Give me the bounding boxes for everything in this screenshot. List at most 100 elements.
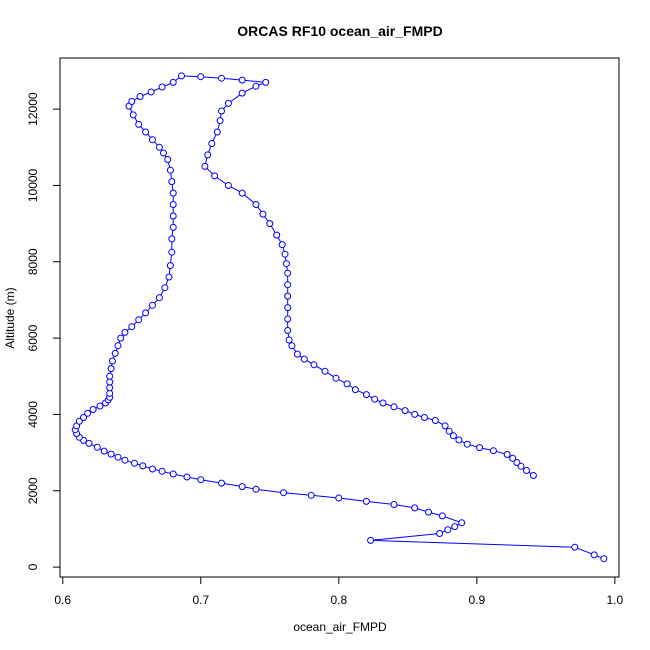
data-point [285, 336, 293, 344]
data-point [300, 355, 308, 363]
data-point [463, 440, 471, 448]
data-point [335, 494, 343, 502]
data-point [371, 395, 379, 403]
data-point [509, 454, 517, 462]
data-point [431, 417, 439, 424]
data-point [284, 269, 292, 277]
data-point [288, 342, 296, 350]
data-point [362, 497, 370, 505]
data-point [449, 432, 457, 440]
data-point [224, 182, 232, 189]
data-point [208, 140, 216, 147]
data-point [149, 301, 156, 309]
data-point [169, 470, 177, 478]
data-point [455, 436, 463, 444]
data-point [600, 555, 608, 563]
data-point [444, 526, 452, 534]
data-point [238, 483, 246, 491]
data-point [307, 491, 315, 499]
data-point [238, 76, 246, 84]
data-point [343, 380, 351, 388]
data-point [100, 447, 108, 455]
data-point [259, 210, 267, 218]
data-point [128, 98, 136, 105]
data-point [218, 479, 225, 487]
data-point [96, 402, 104, 410]
data-point [321, 367, 329, 375]
y-tick-label: 8000 [26, 248, 40, 275]
data-point [411, 410, 419, 418]
data-point [438, 512, 446, 520]
data-point [114, 453, 122, 461]
data-point [351, 386, 359, 394]
data-point [114, 342, 122, 350]
data-point [489, 447, 497, 455]
data-point [252, 485, 260, 493]
data-point [379, 399, 387, 407]
data-point [367, 536, 375, 544]
data-point [117, 334, 125, 342]
data-point [282, 260, 290, 268]
data-point [451, 523, 459, 531]
data-point [310, 361, 318, 369]
data-point [85, 439, 93, 447]
data-point [107, 450, 115, 458]
data-point [284, 315, 292, 323]
y-tick-label: 2000 [26, 477, 40, 504]
data-point [155, 143, 163, 151]
data-point [158, 83, 166, 91]
data-point [169, 189, 177, 197]
data-point [165, 273, 173, 281]
data-point [106, 372, 114, 380]
data-point [93, 443, 101, 451]
series-layer [71, 72, 608, 563]
data-point [169, 201, 177, 208]
data-point [293, 350, 301, 358]
data-point [523, 467, 530, 474]
data-point [503, 451, 511, 458]
data-point [147, 88, 155, 96]
x-axis: 0.6 0.7 0.8 0.9 1.0 [54, 576, 624, 607]
data-point [131, 459, 138, 467]
data-point [476, 444, 484, 452]
data-point [238, 89, 246, 97]
data-point [149, 465, 156, 473]
data-point [590, 551, 598, 559]
data-point [390, 403, 398, 411]
x-tick-label: 0.7 [192, 593, 209, 607]
data-point [107, 365, 115, 373]
data-point [89, 406, 97, 413]
x-tick-label: 0.8 [330, 593, 347, 607]
x-tick-label: 0.9 [468, 593, 485, 607]
data-point [332, 374, 340, 382]
data-point [204, 151, 212, 159]
data-point [106, 389, 114, 397]
data-point [197, 476, 205, 484]
y-axis: 0 2000 4000 6000 8000 10000 12000 [26, 92, 61, 570]
data-point [273, 231, 281, 239]
data-point [458, 519, 466, 527]
data-point [362, 391, 370, 399]
data-point [284, 281, 292, 289]
y-tick-label: 0 [26, 563, 40, 570]
data-point [218, 74, 225, 82]
data-point [169, 223, 177, 231]
data-point [135, 120, 143, 128]
data-point [441, 422, 449, 430]
data-point [106, 378, 114, 386]
data-point [201, 162, 209, 170]
data-point [420, 414, 428, 421]
data-point [178, 72, 185, 80]
data-point [284, 292, 292, 300]
data-point [211, 172, 219, 180]
data-point [166, 262, 174, 270]
data-point [108, 357, 116, 365]
data-point [284, 327, 292, 334]
data-point [142, 128, 150, 136]
data-point [80, 414, 87, 421]
x-axis-label: ocean_air_FMPD [293, 620, 387, 634]
data-point [155, 294, 163, 302]
data-point [75, 417, 83, 425]
data-point [168, 235, 176, 243]
data-point [390, 501, 398, 508]
